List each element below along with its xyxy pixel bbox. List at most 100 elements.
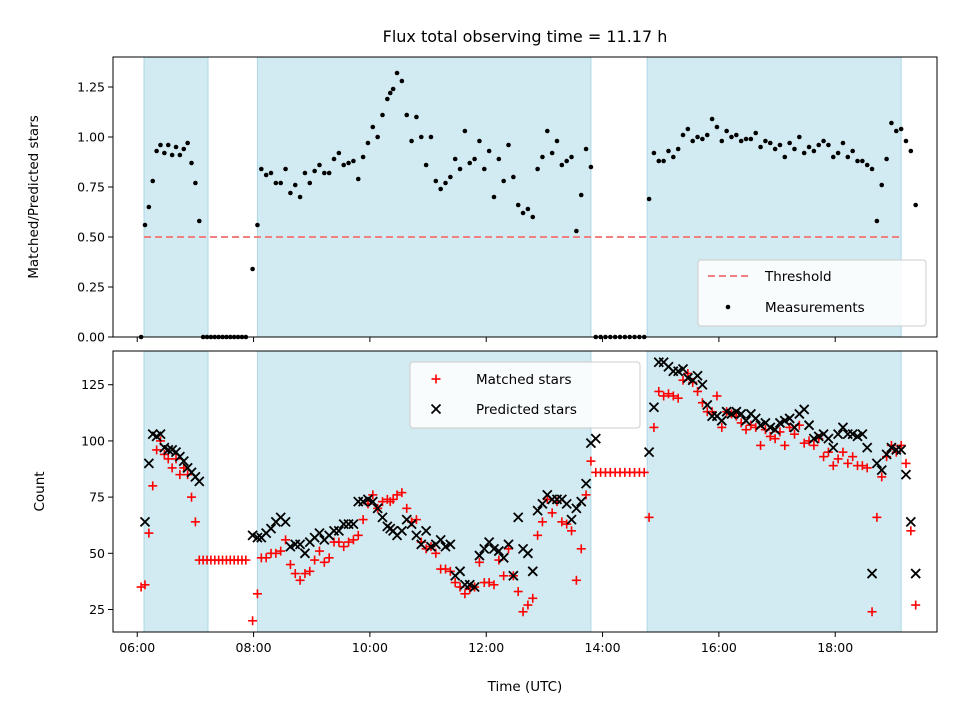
y-tick-label: 75 — [89, 490, 105, 505]
measurement-point — [169, 152, 175, 158]
cross-b — [474, 550, 485, 561]
cross-b — [895, 444, 907, 456]
measurement-point — [457, 166, 463, 172]
predicted-star-point — [396, 525, 408, 536]
measurement-point — [297, 194, 303, 200]
matched-star-point — [828, 461, 838, 471]
cross-b — [527, 566, 538, 577]
measurement-point — [767, 140, 773, 146]
measurement-point — [158, 142, 163, 148]
measurement-point — [390, 86, 396, 92]
x-tick-label: 16:00 — [701, 640, 737, 655]
matched-star-point — [348, 535, 358, 545]
predicted-star-point — [194, 476, 205, 487]
cross-b — [498, 552, 509, 563]
matched-star-point — [770, 434, 780, 444]
top-legend: Threshold Measurements — [697, 259, 927, 327]
matched-star-point — [809, 440, 819, 450]
matched-star-point — [741, 425, 751, 435]
matched-star-point — [305, 566, 315, 576]
cross-b — [905, 516, 916, 527]
matched-star-point — [148, 481, 158, 491]
matched-star-point — [823, 447, 833, 457]
cross-b — [314, 527, 325, 539]
predicted-star-point — [736, 408, 747, 420]
cross-b — [561, 498, 572, 510]
cross-b — [881, 449, 892, 460]
predicted-star-point — [372, 503, 383, 514]
predicted-star-point — [508, 570, 519, 581]
cross-b — [648, 402, 660, 413]
measurement-point — [816, 142, 822, 148]
cross-b — [537, 498, 548, 510]
predicted-star-point — [643, 447, 655, 458]
cross-b — [163, 444, 174, 456]
matched-star-point — [576, 544, 586, 554]
measurement-point — [193, 180, 198, 186]
cross-b — [862, 442, 873, 453]
measurement-point — [869, 166, 875, 172]
predicted-star-point — [280, 516, 291, 527]
y-tick-label: 0.25 — [77, 280, 105, 295]
measurement-point — [312, 168, 317, 174]
measurement-point — [578, 192, 584, 198]
matched-star-point — [877, 472, 887, 482]
y-tick-label: 125 — [81, 377, 105, 392]
measurement-point — [913, 202, 918, 208]
cross-b — [576, 496, 587, 507]
matched-star-point — [911, 600, 921, 610]
cross-b — [147, 429, 158, 440]
matched-star-point — [712, 391, 722, 401]
predicted-star-point — [702, 399, 713, 411]
legend-box — [697, 259, 927, 327]
observing-window — [646, 350, 902, 633]
matched-star-point — [241, 555, 251, 565]
measurement-point — [525, 206, 531, 212]
matched-star-point — [484, 578, 494, 588]
matched-star-point — [571, 575, 581, 585]
measurement-point — [273, 180, 279, 186]
predicted-star-point — [333, 525, 345, 536]
measurement-point — [797, 134, 802, 140]
cross-b — [159, 442, 170, 453]
predicted-star-point — [576, 496, 587, 507]
matched-star-point — [896, 440, 906, 450]
bottom-plot-frame — [112, 350, 938, 633]
predicted-star-point — [692, 370, 703, 381]
predicted-star-point — [561, 498, 572, 510]
predicted-star-point — [566, 514, 577, 525]
measurement-point — [845, 154, 851, 160]
matched-star-point — [533, 530, 543, 540]
y-tick-label: 1.00 — [77, 130, 105, 145]
predicted-star-point — [895, 444, 907, 456]
cross-b — [416, 539, 427, 550]
measurement-point — [259, 166, 264, 172]
measurement-point — [189, 160, 194, 166]
matched-star-point — [567, 526, 577, 536]
matched-star-point — [562, 519, 572, 529]
cross-b — [789, 422, 800, 433]
cross-b — [517, 543, 529, 554]
measurement-point — [515, 202, 521, 208]
measurement-point — [355, 176, 361, 182]
matched-star-point — [310, 555, 320, 565]
cross-b — [333, 525, 345, 536]
measurement-point — [811, 148, 817, 154]
measurement-point — [491, 194, 497, 200]
matched-star-point — [144, 528, 154, 538]
measurement-point — [544, 128, 550, 134]
predicted-star-point — [580, 478, 592, 489]
measurement-point — [675, 146, 681, 152]
bottom-legend: Matched stars Predicted stars — [409, 361, 641, 429]
measurement-point — [336, 150, 342, 156]
cross-b — [765, 422, 776, 433]
measurement-point — [801, 150, 807, 156]
cross-b — [692, 370, 703, 381]
matched-star-point — [388, 494, 398, 504]
matched-star-point — [167, 463, 177, 473]
predicted-star-point — [377, 512, 388, 523]
predicted-star-point — [143, 458, 155, 469]
count-plot: 25 50 75 100 125 06:00 08:00 10:00 12:00 14:00 16:… — [81, 350, 938, 655]
measurement-point — [181, 146, 187, 152]
cross-b — [143, 458, 155, 469]
